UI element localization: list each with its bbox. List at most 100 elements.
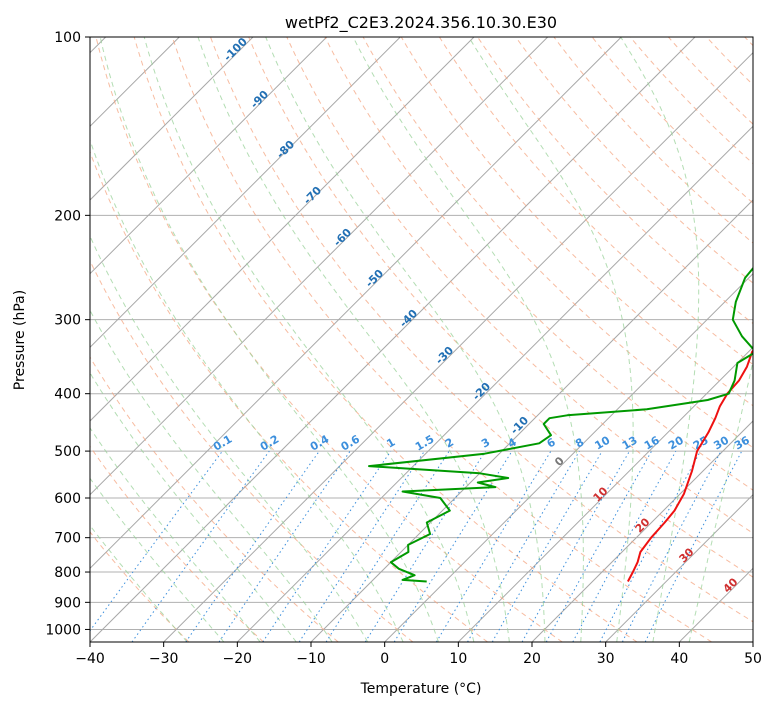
- dry-adiabat-line: [90, 445, 264, 642]
- moist-adiabat-line: [90, 234, 369, 642]
- mixing-ratio-label: 10: [592, 433, 612, 452]
- moist-adiabat-line: [468, 37, 634, 642]
- moist-adiabat-line: [265, 37, 546, 642]
- isotherm-line: [90, 37, 549, 496]
- x-tick-label: 20: [523, 651, 541, 667]
- y-tick-label: 300: [54, 313, 81, 329]
- isotherm-line: [236, 125, 753, 642]
- moist-adiabat-line: [90, 427, 261, 642]
- y-tick-label: 100: [54, 30, 81, 46]
- mixing-ratio-label: 0.4: [308, 432, 332, 453]
- y-tick-label: 700: [54, 531, 81, 547]
- adiabat-label: 30: [677, 545, 697, 565]
- y-axis: 100 200 300 400 500 600 700 800 900 1000: [45, 30, 90, 638]
- adiabat-label: -30: [433, 344, 456, 367]
- isotherm-line: [90, 37, 328, 275]
- y-tick-label: 1000: [45, 622, 81, 638]
- isotherm-line: [457, 346, 753, 642]
- plot-frame: [89, 36, 754, 643]
- dry-adiabat-line: [248, 37, 753, 578]
- dry-adiabat-line: [553, 37, 753, 244]
- mixing-ratio-line: [572, 450, 677, 642]
- adiabat-label: 20: [633, 515, 653, 535]
- x-tick-label: 40: [670, 651, 688, 667]
- dry-adiabat-line: [400, 37, 753, 407]
- mixing-ratio-line: [521, 450, 630, 642]
- mixing-ratio-label: 30: [711, 433, 731, 452]
- moist-adiabat-line: [688, 358, 753, 642]
- x-tick-label: 0: [380, 651, 389, 667]
- mixing-ratio-line: [644, 450, 743, 642]
- x-tick-label: 50: [744, 651, 762, 667]
- mixing-ratio-label: 13: [620, 434, 640, 453]
- adiabat-label: -20: [470, 380, 493, 403]
- chart-title: wetPf2_C2E3.2024.356.10.30.E30: [285, 13, 557, 33]
- dry-adiabat-line: [477, 37, 753, 325]
- mixing-ratio-line: [393, 450, 513, 642]
- y-tick-label: 600: [54, 491, 81, 507]
- x-tick-label: 10: [449, 651, 467, 667]
- mixing-ratio-line: [491, 450, 603, 642]
- moist-adiabat-line: [90, 309, 333, 642]
- mixing-ratio-line: [131, 450, 270, 642]
- dry-adiabat-line: [133, 37, 638, 642]
- dry-adiabat-line: [286, 37, 753, 534]
- mixing-ratio-label: 16: [642, 433, 662, 452]
- adiabat-label: -90: [248, 88, 271, 111]
- adiabat-label: -70: [301, 184, 324, 207]
- mixing-ratio-label: 20: [666, 433, 686, 452]
- x-tick-label: −30: [149, 651, 179, 667]
- x-tick-label: −20: [223, 651, 253, 667]
- moist-adiabat-line: [143, 37, 475, 642]
- isotherm-line: [90, 37, 622, 570]
- dry-adiabat-line: [744, 37, 753, 47]
- series-layer: [368, 266, 753, 583]
- dewpoint-profile-line: [368, 266, 753, 583]
- x-axis-label: Temperature (°C): [360, 681, 482, 697]
- dry-adiabat-line: [324, 37, 753, 491]
- adiabat-label: -80: [274, 138, 297, 161]
- y-tick-label: 900: [54, 595, 81, 611]
- mixing-ratio-line: [325, 450, 450, 642]
- isotherm-line: [90, 37, 696, 642]
- y-tick-label: 200: [54, 208, 81, 224]
- moist-adiabat-line: [90, 477, 225, 642]
- dry-adiabat-line: [362, 37, 753, 449]
- x-axis: −40 −30 −20 −10 0 10 20 30 40 50: [75, 642, 762, 667]
- mixing-ratio-line: [262, 450, 392, 642]
- mixing-ratio-label: 25: [691, 434, 711, 453]
- mixing-ratio-line: [545, 450, 653, 642]
- y-tick-label: 400: [54, 387, 81, 403]
- moist-adiabat-line: [90, 371, 297, 642]
- moist-adiabat-line: [90, 138, 404, 642]
- dry-adiabat-line: [515, 37, 753, 284]
- y-tick-label: 500: [54, 444, 81, 460]
- mixing-ratio-line: [435, 450, 552, 642]
- isotherm-line: [90, 37, 401, 349]
- isotherm-line: [90, 37, 475, 422]
- x-tick-label: −10: [296, 651, 326, 667]
- isotherm-line: [531, 420, 753, 642]
- adiabat-label: 10: [591, 484, 611, 504]
- moist-adiabat-line: [99, 37, 439, 642]
- dry-adiabat-line: [438, 37, 753, 366]
- isotherm-line: [752, 641, 753, 642]
- isotherm-line: [678, 567, 753, 642]
- adiabat-label: -50: [363, 267, 386, 290]
- moist-adiabat-line: [90, 524, 188, 642]
- dry-adiabat-line: [90, 531, 190, 642]
- y-tick-label: 800: [54, 565, 81, 581]
- adiabat-label: -10: [508, 414, 531, 437]
- mixing-ratio-label: 1.5: [413, 433, 436, 454]
- mixing-ratio-label: 2: [443, 436, 456, 451]
- background-labels: 0.1 0.2 0.4 0.6 1 1.5 2 3 4 6 8 10 13 16 20 25 30 36-100-…: [211, 35, 752, 596]
- mixing-ratio-label: 0.1: [211, 433, 234, 454]
- temperature-profile-line: [627, 349, 753, 582]
- mixing-ratio-label: 36: [732, 433, 752, 452]
- isotherm-line: [384, 272, 753, 642]
- mixing-ratio-label: 0.6: [339, 432, 363, 453]
- isotherm-line: [163, 51, 753, 642]
- mixing-ratio-label: 3: [479, 436, 492, 451]
- isotherm-line: [90, 37, 254, 201]
